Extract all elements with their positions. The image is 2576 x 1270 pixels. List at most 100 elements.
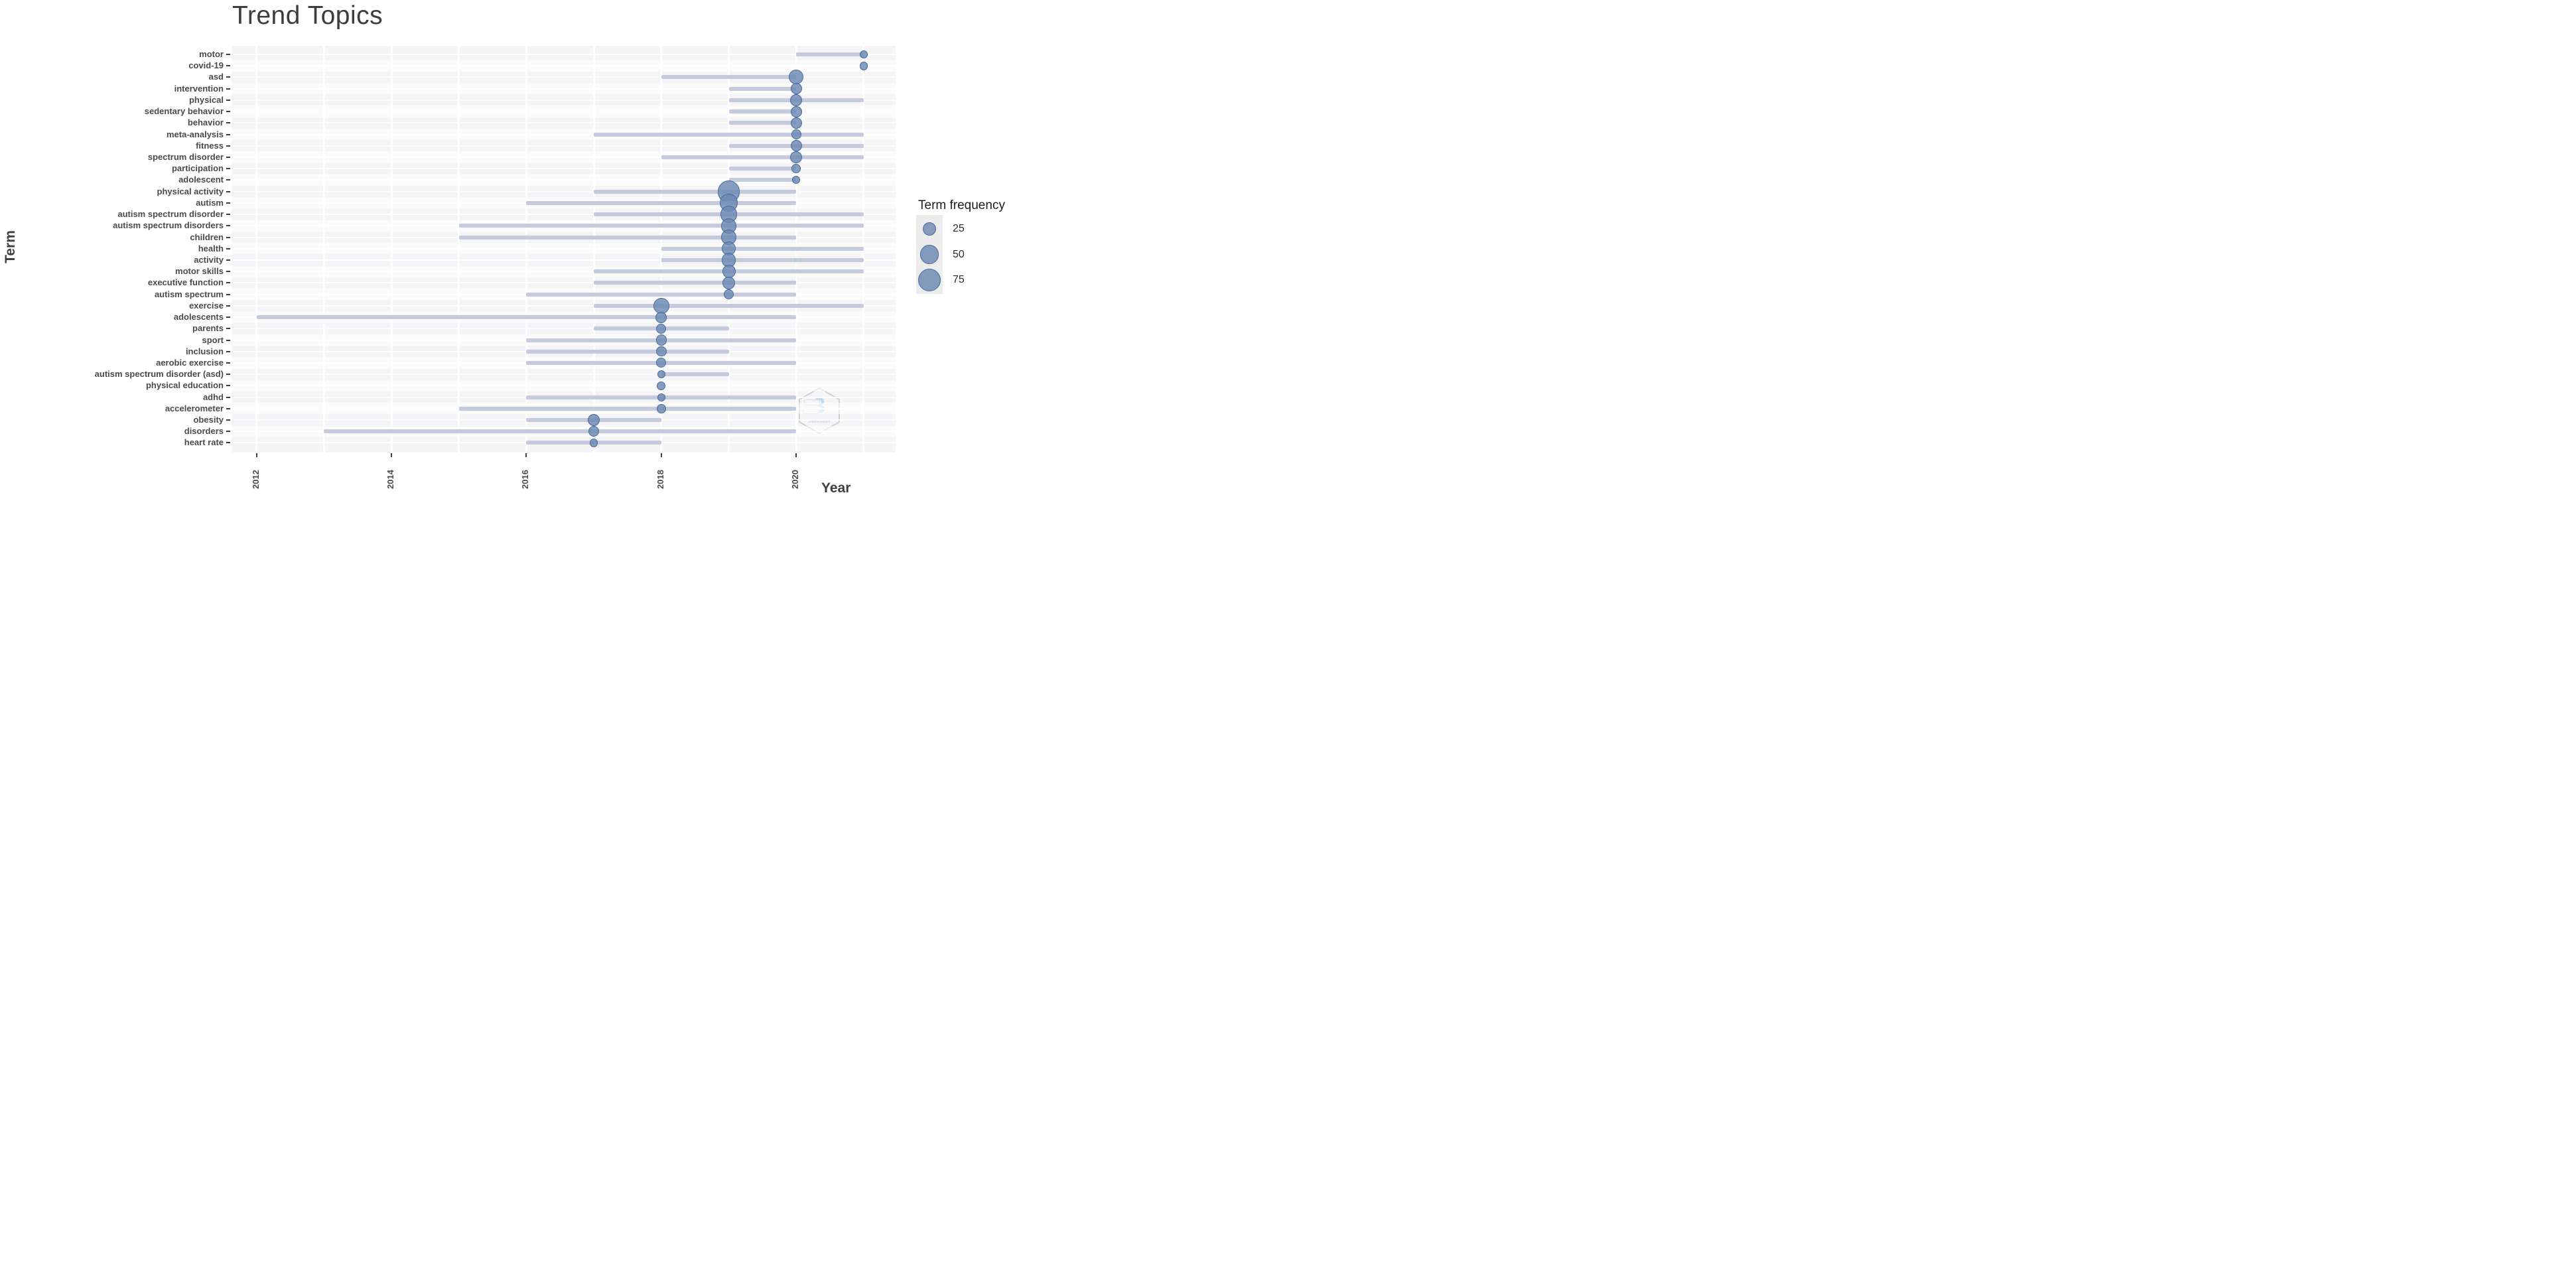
y-axis-tick — [226, 202, 230, 204]
trend-line — [796, 52, 864, 56]
y-axis-tick — [226, 145, 230, 147]
frequency-bubble — [790, 140, 802, 152]
y-axis-label: motor — [199, 49, 224, 59]
y-axis-tick — [226, 122, 230, 124]
frequency-bubble — [657, 370, 666, 379]
gridline-horizontal — [232, 385, 896, 387]
gridline-horizontal — [232, 156, 896, 158]
frequency-bubble — [655, 311, 667, 323]
legend-bubble — [919, 245, 939, 264]
y-axis-label: behavior — [187, 117, 224, 128]
x-axis-label: 2020 — [790, 470, 801, 489]
y-axis-tick — [226, 54, 230, 55]
y-axis-tick — [226, 431, 230, 433]
y-axis-label: spectrum disorder — [147, 151, 224, 162]
y-axis-label: autism spectrum disorder — [117, 209, 224, 220]
y-axis-tick — [226, 407, 230, 409]
y-axis-label: adhd — [202, 391, 224, 402]
y-axis-label: adolescent — [178, 175, 224, 185]
x-axis-title: Year — [821, 480, 851, 496]
y-axis-label: obesity — [193, 415, 224, 425]
y-axis-label: aerobic exercise — [156, 357, 224, 368]
frequency-bubble — [859, 61, 868, 70]
x-axis-tick — [795, 453, 797, 457]
x-axis-tick — [391, 453, 393, 457]
trend-line — [256, 315, 797, 320]
frequency-bubble — [790, 106, 802, 117]
gridline-horizontal — [232, 190, 896, 192]
gridline-horizontal — [232, 214, 896, 216]
legend-bubble — [923, 222, 936, 236]
trend-line — [526, 292, 797, 297]
y-axis-tick — [226, 419, 230, 421]
y-axis-label: executive function — [147, 277, 224, 288]
trend-line — [728, 121, 797, 125]
y-axis-label: parents — [192, 323, 224, 334]
y-axis-label: meta-analysis — [167, 129, 224, 139]
watermark-label: bibliometrix — [808, 419, 831, 424]
frequency-bubble — [790, 83, 802, 95]
gridline-horizontal — [232, 111, 896, 113]
trend-line — [594, 303, 864, 308]
y-axis-tick — [226, 271, 230, 273]
y-axis-tick — [226, 350, 230, 352]
y-axis-tick — [226, 362, 230, 364]
frequency-bubble — [589, 439, 598, 447]
y-axis-label: activity — [194, 254, 224, 265]
plot-panel: 3 bibliometrix — [232, 46, 896, 453]
x-axis-label: 2012 — [250, 470, 261, 489]
frequency-bubble — [790, 94, 803, 106]
y-axis-label: physical — [188, 94, 224, 105]
y-axis-label: motor skills — [175, 266, 224, 277]
trend-topics-chart: Trend Topics Term 3 bibliometrix Year Te… — [0, 0, 1030, 508]
y-axis-label: sedentary behavior — [144, 106, 224, 117]
y-axis-tick — [226, 99, 230, 101]
x-axis-label: 2018 — [655, 470, 665, 489]
frequency-bubble — [656, 346, 667, 357]
y-axis-tick — [226, 168, 230, 170]
gridline-horizontal — [232, 168, 896, 170]
y-axis-tick — [226, 282, 230, 284]
trend-line — [661, 246, 864, 251]
frequency-bubble — [657, 393, 665, 401]
x-axis-tick — [525, 453, 527, 457]
legend-title: Term frequency — [918, 198, 1005, 212]
trend-line — [526, 349, 729, 354]
y-axis-tick — [226, 190, 230, 192]
y-axis-tick — [226, 88, 230, 90]
x-axis-tick — [255, 453, 257, 457]
trend-line — [594, 132, 864, 137]
y-axis-tick — [226, 236, 230, 238]
frequency-bubble — [656, 323, 667, 334]
y-axis-label: children — [190, 232, 224, 242]
y-axis-tick — [226, 396, 230, 398]
y-axis-label: sport — [202, 334, 224, 345]
trend-line — [324, 429, 797, 434]
gridline-horizontal — [232, 374, 896, 376]
trend-line — [661, 75, 797, 80]
legend-bubble — [917, 268, 941, 292]
trend-line — [594, 189, 797, 194]
y-axis-label: intervention — [174, 83, 224, 94]
gridline-horizontal — [232, 76, 896, 78]
y-axis-tick — [226, 305, 230, 307]
gridline-horizontal — [232, 271, 896, 273]
gridline-horizontal — [232, 133, 896, 135]
legend-value: 75 — [953, 274, 965, 285]
frequency-bubble — [791, 129, 801, 139]
y-axis-tick — [226, 214, 230, 216]
y-axis-label: covid-19 — [188, 60, 224, 71]
gridline-horizontal — [232, 99, 896, 101]
y-axis-label: autism spectrum disorders — [113, 220, 224, 231]
y-axis-tick — [226, 247, 230, 249]
y-axis-label: heart rate — [184, 437, 224, 448]
y-axis-tick — [226, 374, 230, 376]
frequency-bubble — [722, 277, 735, 289]
y-axis-tick — [226, 111, 230, 113]
y-axis-label: inclusion — [185, 346, 224, 356]
gridline-horizontal — [232, 259, 896, 261]
x-axis-tick — [660, 453, 662, 457]
y-axis-label: accelerometer — [165, 403, 224, 413]
y-axis-tick — [226, 76, 230, 78]
trend-line — [458, 224, 864, 228]
